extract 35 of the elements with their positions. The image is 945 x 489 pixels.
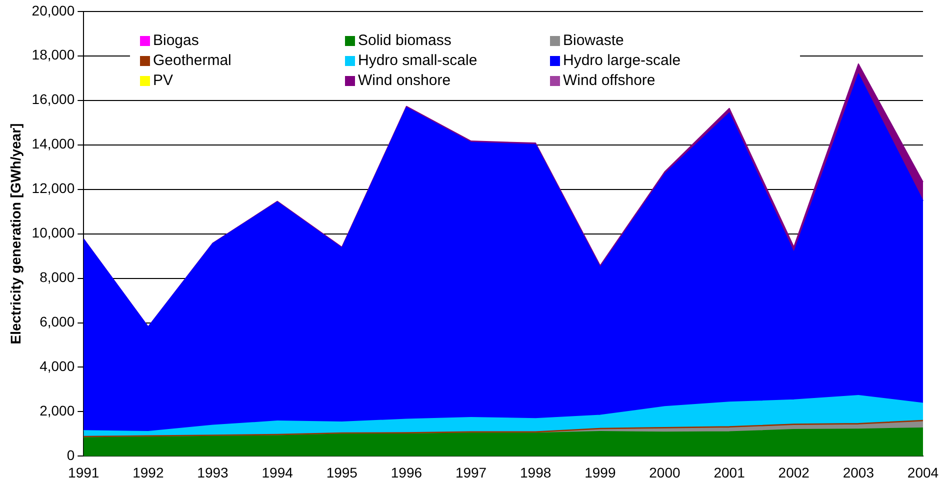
legend-label: Solid biomass xyxy=(358,32,452,49)
y-tick-label: 20,000 xyxy=(32,2,75,18)
y-tick-label: 4,000 xyxy=(40,358,75,374)
legend-label: Hydro large-scale xyxy=(563,52,681,69)
y-tick-label: 18,000 xyxy=(32,46,75,63)
x-tick-label: 1993 xyxy=(197,464,229,480)
legend-label: Wind offshore xyxy=(563,72,656,89)
legend-label: Hydro small-scale xyxy=(358,52,478,69)
x-tick-label: 2000 xyxy=(649,464,681,480)
y-tick-label: 2,000 xyxy=(40,402,75,419)
x-tick-label: 2003 xyxy=(842,464,874,480)
legend-label: Geothermal xyxy=(153,52,232,69)
x-tick-label: 2004 xyxy=(907,464,939,480)
y-tick-label: 0 xyxy=(66,447,75,464)
x-tick-label: 1997 xyxy=(455,464,487,480)
legend-label: Biogas xyxy=(153,32,199,49)
x-tick-label: 1992 xyxy=(132,464,164,480)
y-tick-label: 16,000 xyxy=(32,91,75,108)
x-tick-label: 1994 xyxy=(262,464,294,480)
x-tick-label: 1999 xyxy=(584,464,616,480)
x-tick-label: 1998 xyxy=(520,464,552,480)
y-tick-label: 6,000 xyxy=(40,314,75,330)
y-tick-label: 10,000 xyxy=(32,224,75,241)
y-tick-label: 8,000 xyxy=(40,269,75,286)
x-tick-label: 1991 xyxy=(68,464,100,480)
legend-label: Biowaste xyxy=(563,32,624,49)
y-tick-label: 14,000 xyxy=(32,136,75,152)
y-axis-title: Electricity generation [GWh/year] xyxy=(7,123,24,344)
y-tick-label: 12,000 xyxy=(32,180,75,196)
legend-label: Wind onshore xyxy=(358,72,451,89)
x-tick-label: 1995 xyxy=(326,464,358,480)
x-tick-label: 1996 xyxy=(390,464,422,480)
legend-label: PV xyxy=(153,72,174,89)
x-tick-label: 2002 xyxy=(778,464,810,480)
x-tick-label: 2001 xyxy=(714,464,746,480)
